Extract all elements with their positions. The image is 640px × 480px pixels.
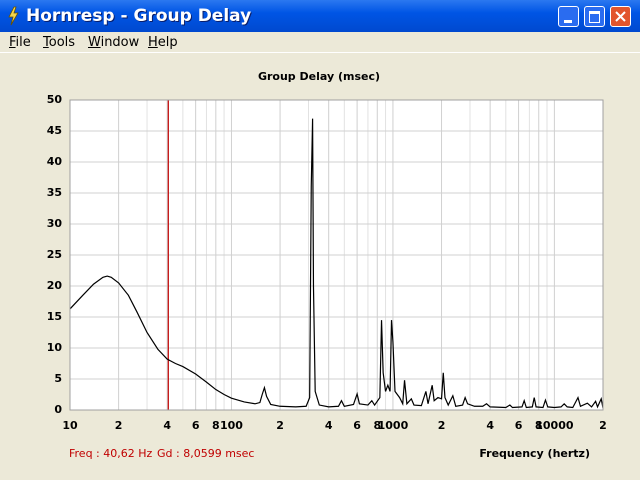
minimize-button[interactable] <box>558 6 579 27</box>
y-tick-label: 45 <box>47 124 62 137</box>
y-tick-label: 20 <box>47 279 63 292</box>
x-axis-label: Frequency (hertz) <box>479 447 590 460</box>
x-tick-label: 100 <box>220 419 243 432</box>
x-tick-label: 6 <box>192 419 200 432</box>
x-tick-label: 1000 <box>378 419 409 432</box>
y-tick-label: 15 <box>47 310 62 323</box>
menu-bar: File Tools Window Help <box>0 32 640 53</box>
y-tick-label: 5 <box>54 372 62 385</box>
x-tick-label: 8 <box>373 419 381 432</box>
y-tick-label: 40 <box>47 155 63 168</box>
menu-item[interactable]: Window <box>88 35 140 50</box>
x-tick-label: 6 <box>353 419 361 432</box>
y-tick-label: 0 <box>54 403 62 416</box>
x-tick-label: 10 <box>62 419 78 432</box>
close-button[interactable] <box>610 6 631 27</box>
x-tick-label: 2 <box>438 419 446 432</box>
status-freq: Freq : 40,62 Hz <box>69 447 153 460</box>
x-tick-label: 2 <box>276 419 284 432</box>
plot-frame <box>69 99 604 411</box>
status-gd: Gd : 8,0599 msec <box>157 447 254 460</box>
y-tick-label: 50 <box>47 93 63 106</box>
y-tick-label: 30 <box>47 217 63 230</box>
x-tick-label: 8 <box>212 419 220 432</box>
x-tick-label: 4 <box>486 419 494 432</box>
chart: Group Delay (msec) Frequency (hertz) Fre… <box>47 70 607 460</box>
app-icon <box>8 6 19 26</box>
y-tick-label: 10 <box>47 341 63 354</box>
title-bar: Hornresp - Group Delay <box>0 0 640 32</box>
x-tick-label: 10000 <box>535 419 574 432</box>
chart-title: Group Delay (msec) <box>258 70 380 83</box>
menu-item[interactable]: File <box>9 35 31 50</box>
menu-item[interactable]: Tools <box>43 35 76 50</box>
y-tick-label: 35 <box>47 186 62 199</box>
x-tick-label: 6 <box>515 419 523 432</box>
data-line <box>70 118 603 409</box>
window-title: Hornresp - Group Delay <box>26 6 252 26</box>
y-tick-label: 25 <box>47 248 62 261</box>
maximize-button[interactable] <box>584 6 605 27</box>
x-tick-label: 4 <box>163 419 171 432</box>
x-tick-label: 8 <box>535 419 543 432</box>
x-tick-label: 2 <box>115 419 123 432</box>
x-tick-label: 4 <box>325 419 333 432</box>
x-tick-label: 2 <box>599 419 607 432</box>
menu-item[interactable]: Help <box>148 35 178 50</box>
